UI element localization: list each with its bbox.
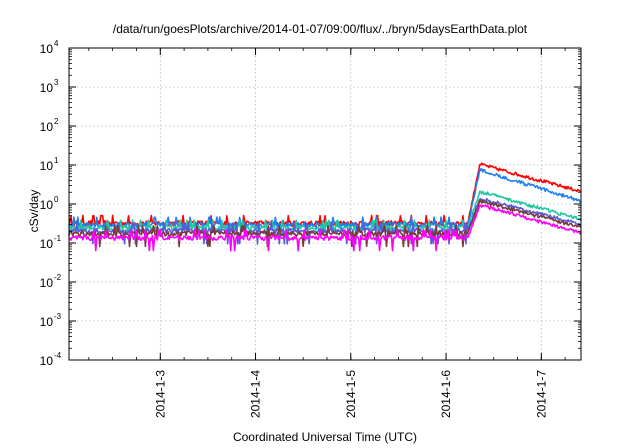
y-tick-exponent: -4 [54, 351, 62, 360]
y-tick-label: 10 [40, 42, 54, 56]
x-tick-label: 2014-1-7 [534, 370, 548, 418]
data-series-line [68, 199, 582, 248]
x-tick-label: 2014-1-3 [153, 370, 167, 418]
chart-title: /data/run/goesPlots/archive/2014-01-07/0… [112, 22, 528, 36]
y-tick-label: 10 [40, 315, 54, 329]
y-tick-exponent: -1 [54, 234, 62, 243]
x-tick-label: 2014-1-6 [439, 370, 453, 418]
y-tick-exponent: 4 [54, 39, 59, 48]
y-tick-exponent: 2 [54, 117, 59, 126]
y-tick-exponent: 0 [54, 195, 59, 204]
y-tick-exponent: 3 [54, 78, 59, 87]
y-tick-label: 10 [40, 276, 54, 290]
y-tick-label: 10 [40, 237, 54, 251]
y-tick-exponent: -3 [54, 312, 62, 321]
x-tick-label: 2014-1-5 [344, 370, 358, 418]
y-tick-label: 10 [40, 354, 54, 368]
y-tick-label: 10 [40, 120, 54, 134]
y-tick-exponent: 1 [54, 156, 59, 165]
x-tick-label: 2014-1-4 [249, 370, 263, 418]
x-axis-label: Coordinated Universal Time (UTC) [232, 430, 418, 444]
y-tick-label: 10 [40, 198, 54, 212]
data-series-line [68, 204, 582, 252]
y-tick-label: 10 [40, 81, 54, 95]
grid-layer [69, 48, 581, 360]
y-tick-exponent: -2 [54, 273, 62, 282]
series-layer [68, 162, 582, 252]
y-tick-label: 10 [40, 159, 54, 173]
